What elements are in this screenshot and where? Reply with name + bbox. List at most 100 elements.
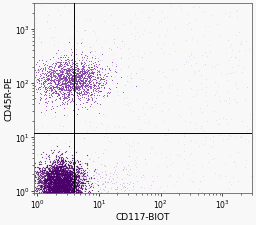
Point: [66, 179, 70, 182]
Point: [62, 54, 66, 58]
Point: [41, 182, 45, 186]
Point: [68, 185, 72, 188]
Point: [56, 178, 60, 182]
Point: [74, 191, 78, 195]
Point: [65, 187, 69, 190]
Point: [62, 184, 66, 187]
Point: [57, 189, 61, 193]
Point: [34, 189, 38, 193]
Point: [44, 183, 48, 187]
Point: [100, 170, 104, 174]
Point: [186, 13, 190, 17]
Point: [50, 180, 54, 183]
Point: [45, 171, 49, 175]
Point: [65, 78, 69, 81]
Point: [69, 182, 73, 186]
Point: [87, 69, 91, 72]
Point: [57, 182, 61, 186]
Point: [41, 182, 45, 186]
Point: [60, 177, 64, 181]
Point: [46, 191, 50, 194]
Point: [88, 79, 92, 83]
Point: [80, 71, 84, 75]
Point: [58, 189, 62, 192]
Point: [57, 172, 61, 176]
Point: [74, 48, 79, 52]
Point: [63, 166, 68, 169]
Point: [44, 94, 48, 98]
Point: [69, 177, 73, 180]
Point: [55, 173, 59, 177]
Point: [35, 128, 39, 131]
Point: [50, 191, 54, 195]
Point: [60, 182, 64, 186]
Point: [81, 68, 85, 72]
Point: [50, 181, 55, 184]
Point: [238, 136, 242, 140]
Point: [61, 177, 65, 181]
Point: [48, 87, 52, 90]
Point: [48, 171, 52, 175]
Point: [59, 182, 63, 186]
Point: [53, 175, 57, 178]
Point: [91, 75, 95, 79]
Point: [57, 166, 61, 169]
Point: [68, 177, 72, 181]
Point: [93, 77, 97, 81]
Point: [235, 87, 239, 90]
Point: [62, 181, 66, 185]
Point: [61, 168, 65, 172]
Point: [99, 102, 103, 106]
Point: [109, 70, 113, 74]
Point: [61, 178, 65, 182]
Point: [63, 79, 67, 83]
Point: [105, 94, 109, 98]
Point: [193, 71, 197, 75]
Point: [54, 190, 58, 194]
Point: [71, 99, 75, 103]
Point: [82, 75, 86, 79]
Point: [66, 184, 70, 188]
Point: [70, 190, 74, 194]
Point: [45, 163, 49, 167]
Point: [85, 164, 89, 167]
Point: [76, 185, 80, 189]
Point: [61, 87, 66, 90]
Point: [48, 185, 52, 189]
Point: [66, 175, 70, 179]
Point: [88, 51, 92, 54]
Point: [166, 129, 170, 133]
Point: [59, 181, 63, 185]
Point: [100, 175, 104, 178]
Point: [39, 110, 43, 114]
Point: [60, 81, 64, 85]
Point: [54, 167, 58, 170]
Point: [46, 171, 50, 175]
Point: [44, 74, 48, 77]
Point: [35, 9, 39, 13]
Point: [62, 94, 66, 98]
Point: [52, 175, 56, 178]
Point: [76, 106, 80, 110]
Point: [59, 189, 63, 192]
Point: [226, 79, 230, 82]
Point: [100, 71, 104, 74]
Point: [63, 85, 67, 89]
Point: [66, 174, 70, 178]
Point: [43, 183, 47, 187]
Point: [53, 169, 57, 172]
Point: [49, 108, 53, 112]
Point: [60, 162, 64, 166]
Point: [87, 67, 91, 71]
Point: [69, 79, 73, 83]
Point: [59, 189, 63, 193]
Point: [59, 187, 63, 191]
Point: [65, 190, 69, 193]
Point: [73, 72, 77, 76]
Point: [69, 180, 73, 183]
Point: [78, 180, 82, 183]
Point: [77, 98, 81, 101]
Point: [57, 174, 61, 178]
Point: [77, 71, 81, 75]
Point: [121, 126, 125, 130]
